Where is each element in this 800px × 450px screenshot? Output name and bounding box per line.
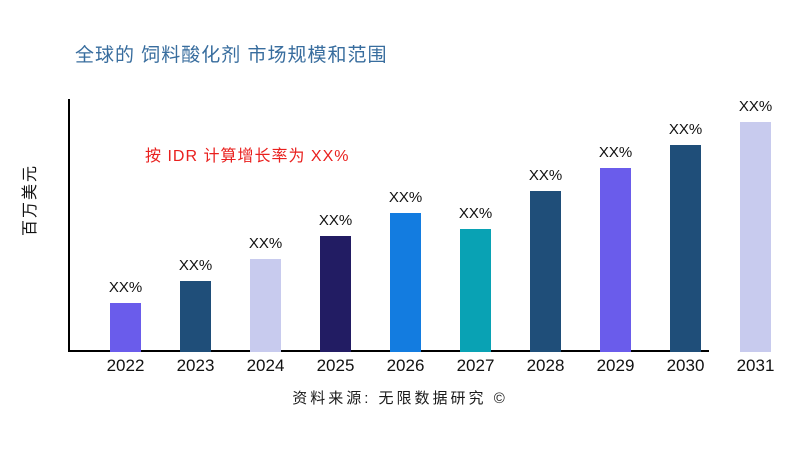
bar-value-label-2030: XX% — [668, 121, 703, 138]
bar-value-label-2031: XX% — [738, 98, 773, 115]
bar-value-label-2025: XX% — [318, 212, 353, 229]
bar-value-label-2022: XX% — [108, 279, 143, 296]
x-tick-2024: 2024 — [246, 356, 285, 375]
x-tick-2022: 2022 — [106, 356, 145, 375]
y-axis-line — [68, 99, 70, 352]
chart-title: 全球的 饲料酸化剂 市场规模和范围 — [75, 45, 388, 66]
bar-2027 — [460, 229, 491, 352]
bar-value-label-2028: XX% — [528, 167, 563, 184]
bar-2030 — [670, 145, 701, 352]
bar-value-label-2023: XX% — [178, 257, 213, 274]
bar-value-label-2029: XX% — [598, 144, 633, 161]
bar-value-label-2026: XX% — [388, 189, 423, 206]
bar-2025 — [320, 236, 351, 352]
bar-2029 — [600, 168, 631, 352]
growth-rate-annotation: 按 IDR 计算增长率为 XX% — [145, 148, 350, 165]
x-tick-2028: 2028 — [526, 356, 565, 375]
x-tick-2029: 2029 — [596, 356, 635, 375]
x-tick-2026: 2026 — [386, 356, 425, 375]
source-note: 资料来源: 无限数据研究 © — [292, 390, 508, 407]
x-tick-2031: 2031 — [736, 356, 775, 375]
bar-2023 — [180, 281, 211, 352]
bar-2022 — [110, 303, 141, 352]
bar-2028 — [530, 191, 561, 352]
bar-value-label-2024: XX% — [248, 235, 283, 252]
x-axis-line — [68, 350, 709, 352]
bar-2026 — [390, 213, 421, 352]
x-tick-2023: 2023 — [176, 356, 215, 375]
bar-value-label-2027: XX% — [458, 205, 493, 222]
bar-2024 — [250, 259, 281, 352]
x-tick-2027: 2027 — [456, 356, 495, 375]
x-tick-2025: 2025 — [316, 356, 355, 375]
x-tick-2030: 2030 — [666, 356, 705, 375]
bar-2031 — [740, 122, 771, 352]
